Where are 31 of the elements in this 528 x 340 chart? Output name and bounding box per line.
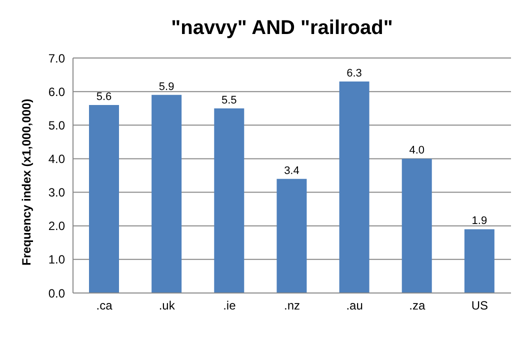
x-tick-label: .za xyxy=(409,298,426,313)
data-label: 3.4 xyxy=(284,164,300,177)
x-tick-label: .au xyxy=(346,298,363,313)
data-label: 5.9 xyxy=(158,80,174,93)
x-tick-label: .uk xyxy=(158,298,176,313)
data-label: 5.5 xyxy=(221,94,237,106)
data-label: 4.0 xyxy=(409,144,425,157)
bar xyxy=(464,229,494,293)
y-tick-label: 0.0 xyxy=(48,286,66,300)
y-tick-label: 6.0 xyxy=(48,84,66,99)
x-tick-label: .ie xyxy=(223,298,236,313)
y-axis-title: Frequency index (x1,000,000) xyxy=(19,98,34,266)
y-tick-label: 2.0 xyxy=(48,219,66,234)
y-tick-label: 4.0 xyxy=(48,152,66,166)
bar xyxy=(402,158,432,293)
bar xyxy=(339,82,370,293)
chart-title: "navvy" AND "railroad" xyxy=(170,16,394,41)
data-label: 5.6 xyxy=(96,91,112,103)
y-tick-label: 7.0 xyxy=(48,51,66,66)
y-tick-label: 1.0 xyxy=(48,252,66,267)
data-label: 1.9 xyxy=(472,215,488,228)
y-tick-label: 3.0 xyxy=(48,186,66,200)
bar xyxy=(89,105,119,293)
bar xyxy=(276,178,307,293)
bar xyxy=(214,108,244,293)
y-tick-label: 5.0 xyxy=(48,118,66,132)
bar xyxy=(152,94,182,293)
x-tick-label: .ca xyxy=(96,298,113,313)
x-tick-label: .nz xyxy=(284,298,300,313)
data-label: 6.3 xyxy=(346,68,362,80)
x-tick-label: US xyxy=(471,298,488,313)
